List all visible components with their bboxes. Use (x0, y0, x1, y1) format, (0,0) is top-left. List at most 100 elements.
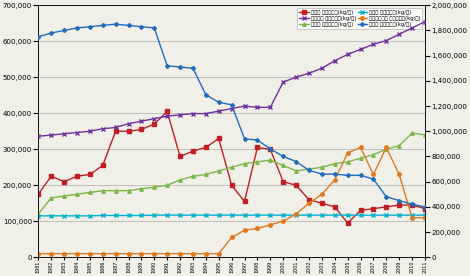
축산계 배출부하량(kg/일) (293, 169, 299, 172)
축산계 배출부하량(kg/일) (216, 169, 221, 172)
생활계 배출부하량(kg/일) (396, 199, 402, 202)
산업계 배출부하량(kg/일) (422, 207, 428, 210)
불투수계 발생부하량(kg/일) (216, 110, 221, 113)
투수계 발생부하량(kg/일) (370, 213, 376, 217)
축산계 배출부하량(kg/일) (177, 178, 183, 182)
환경기초시설 배출부하량(kg/일) (87, 252, 93, 255)
투수계 발생부하량(kg/일) (255, 213, 260, 217)
축산계 배출부하량(kg/일) (203, 173, 209, 176)
투수계 발생부하량(kg/일) (113, 214, 118, 217)
산업계 배출부하량(kg/일) (319, 201, 325, 205)
불투수계 발생부하량(kg/일) (345, 53, 351, 56)
투수계 발생부하량(kg/일) (332, 213, 337, 217)
산업계 배출부하량(kg/일) (139, 128, 144, 131)
투수계 발생부하량(kg/일) (216, 213, 221, 217)
투수계 발생부하량(kg/일) (125, 214, 131, 217)
불투수계 발생부하량(kg/일) (332, 59, 337, 62)
축산계 배출부하량(kg/일) (358, 156, 363, 160)
환경기초시설 배출부하량(kg/일) (48, 252, 54, 255)
불투수계 발생부하량(kg/일) (370, 43, 376, 46)
투수계 발생부하량(kg/일) (306, 213, 312, 217)
환경기초시설 배출부하량(kg/일) (345, 151, 351, 155)
환경기초시설 배출부하량(kg/일) (358, 146, 363, 149)
투수계 발생부하량(kg/일) (267, 213, 273, 217)
Line: 산업계 배출부하량(kg/일): 산업계 배출부하량(kg/일) (37, 110, 427, 225)
축산계 배출부하량(kg/일) (87, 191, 93, 194)
불투수계 발생부하량(kg/일) (74, 131, 80, 134)
투수계 발생부하량(kg/일) (100, 214, 106, 217)
환경기초시설 배출부하량(kg/일) (35, 252, 41, 255)
산업계 배출부하량(kg/일) (396, 203, 402, 207)
축산계 배출부하량(kg/일) (125, 189, 131, 192)
생활계 배출부하량(kg/일) (229, 103, 235, 107)
불투수계 발생부하량(kg/일) (229, 107, 235, 110)
산업계 배출부하량(kg/일) (125, 130, 131, 133)
축산계 배출부하량(kg/일) (100, 189, 106, 192)
투수계 발생부하량(kg/일) (151, 213, 157, 217)
산업계 배출부하량(kg/일) (229, 184, 235, 187)
산업계 배출부하량(kg/일) (255, 146, 260, 149)
생활계 배출부하량(kg/일) (255, 139, 260, 142)
축산계 배출부하량(kg/일) (422, 133, 428, 137)
투수계 발생부하량(kg/일) (281, 213, 286, 217)
생활계 배출부하량(kg/일) (345, 174, 351, 177)
환경기초시설 배출부하량(kg/일) (422, 216, 428, 219)
산업계 배출부하량(kg/일) (370, 207, 376, 210)
생활계 배출부하량(kg/일) (48, 31, 54, 35)
생활계 배출부하량(kg/일) (319, 172, 325, 176)
산업계 배출부하량(kg/일) (61, 180, 67, 183)
불투수계 발생부하량(kg/일) (396, 33, 402, 36)
불투수계 발생부하량(kg/일) (48, 133, 54, 137)
산업계 배출부하량(kg/일) (267, 148, 273, 151)
불투수계 발생부하량(kg/일) (422, 20, 428, 23)
축산계 배출부하량(kg/일) (384, 148, 389, 151)
Line: 생활계 배출부하량(kg/일): 생활계 배출부하량(kg/일) (37, 23, 426, 208)
축산계 배출부하량(kg/일) (332, 162, 337, 165)
생활계 배출부하량(kg/일) (332, 172, 337, 176)
생활계 배출부하량(kg/일) (190, 67, 196, 70)
투수계 발생부하량(kg/일) (358, 213, 363, 217)
불투수계 발생부하량(kg/일) (203, 112, 209, 115)
축산계 배출부하량(kg/일) (139, 187, 144, 190)
산업계 배출부하량(kg/일) (35, 193, 41, 196)
축산계 배출부하량(kg/일) (151, 185, 157, 189)
환경기초시설 배출부하량(kg/일) (267, 223, 273, 227)
산업계 배출부하량(kg/일) (48, 175, 54, 178)
산업계 배출부하량(kg/일) (242, 200, 247, 203)
불투수계 발생부하량(kg/일) (190, 112, 196, 115)
축산계 배출부하량(kg/일) (61, 194, 67, 198)
불투수계 발생부하량(kg/일) (267, 106, 273, 109)
축산계 배출부하량(kg/일) (345, 160, 351, 163)
투수계 발생부하량(kg/일) (422, 213, 428, 217)
산업계 배출부하량(kg/일) (409, 203, 415, 207)
환경기초시설 배출부하량(kg/일) (370, 173, 376, 176)
Line: 축산계 배출부하량(kg/일): 축산계 배출부하량(kg/일) (37, 131, 427, 216)
산업계 배출부하량(kg/일) (332, 205, 337, 208)
Line: 투수계 발생부하량(kg/일): 투수계 발생부하량(kg/일) (37, 213, 427, 217)
생활계 배출부하량(kg/일) (306, 169, 312, 172)
환경기초시설 배출부하량(kg/일) (74, 252, 80, 255)
투수계 발생부하량(kg/일) (242, 213, 247, 217)
환경기초시설 배출부하량(kg/일) (164, 252, 170, 255)
환경기초시설 배출부하량(kg/일) (113, 252, 118, 255)
축산계 배출부하량(kg/일) (281, 164, 286, 167)
불투수계 발생부하량(kg/일) (87, 130, 93, 133)
축산계 배출부하량(kg/일) (74, 193, 80, 196)
환경기초시설 배출부하량(kg/일) (190, 252, 196, 255)
산업계 배출부하량(kg/일) (384, 205, 389, 208)
축산계 배출부하량(kg/일) (35, 213, 41, 216)
환경기초시설 배출부하량(kg/일) (242, 229, 247, 232)
생활계 배출부하량(kg/일) (125, 24, 131, 27)
환경기초시설 배출부하량(kg/일) (125, 252, 131, 255)
불투수계 발생부하량(kg/일) (113, 126, 118, 129)
투수계 발생부하량(kg/일) (319, 213, 325, 217)
불투수계 발생부하량(kg/일) (358, 48, 363, 51)
생활계 배출부하량(kg/일) (177, 65, 183, 69)
불투수계 발생부하량(kg/일) (281, 81, 286, 84)
Legend: 산업계 배출부하량(kg/일), 불투수계 발생부하량(kg/일), 축산계 배출부하량(kg/일), 투수계 발생부하량(kg/일), 환경기초시설 배출부하: 산업계 배출부하량(kg/일), 불투수계 발생부하량(kg/일), 축산계 배… (298, 8, 423, 29)
환경기초시설 배출부하량(kg/일) (139, 252, 144, 255)
산업계 배출부하량(kg/일) (281, 180, 286, 183)
생활계 배출부하량(kg/일) (358, 174, 363, 177)
투수계 발생부하량(kg/일) (61, 214, 67, 217)
생활계 배출부하량(kg/일) (139, 25, 144, 28)
